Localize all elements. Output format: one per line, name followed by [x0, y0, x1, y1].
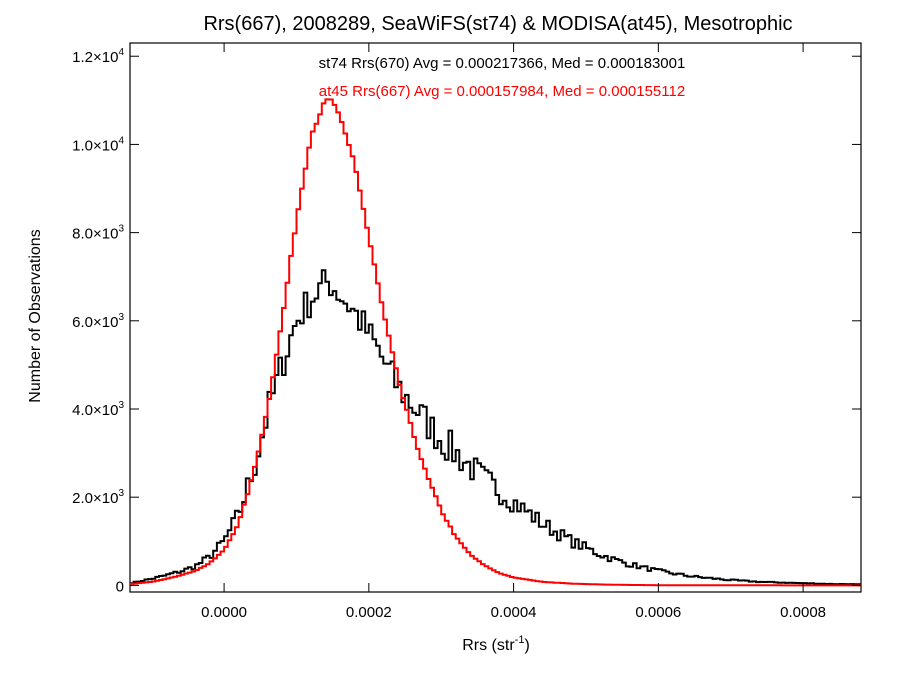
x-tick-label: 0.0002	[346, 604, 392, 621]
tick-layer: 0.0000 0.0002 0.0004 0.0006 0.0008 0 2.0×103 4.…	[72, 43, 861, 621]
y-tick-label: 6.0×103	[72, 312, 124, 331]
series-st74-line	[130, 269, 861, 586]
x-tick-label: 0.0000	[201, 604, 247, 621]
series-layer	[130, 98, 861, 587]
x-tick-label: 0.0004	[491, 604, 537, 621]
chart-title: Rrs(667), 2008289, SeaWiFS(st74) & MODIS…	[203, 13, 792, 35]
series-at45-line	[130, 98, 861, 587]
y-axis-label: Number of Observations	[27, 229, 44, 402]
y-tick-label: 0	[116, 578, 124, 595]
annotation-at45: at45 Rrs(667) Avg = 0.000157984, Med = 0…	[319, 83, 685, 100]
y-tick-label: 4.0×103	[72, 400, 124, 419]
plot-frame	[129, 42, 862, 593]
x-tick-label: 0.0006	[635, 604, 681, 621]
annotation-st74: st74 Rrs(670) Avg = 0.000217366, Med = 0…	[319, 55, 686, 72]
x-tick-label: 0.0008	[780, 604, 826, 621]
y-tick-label: 2.0×103	[72, 488, 124, 507]
x-axis-label: Rrs (str-1)	[462, 634, 530, 654]
y-tick-label: 1.2×104	[72, 47, 124, 66]
y-tick-label: 1.0×104	[72, 135, 124, 154]
y-tick-label: 8.0×103	[72, 224, 124, 243]
